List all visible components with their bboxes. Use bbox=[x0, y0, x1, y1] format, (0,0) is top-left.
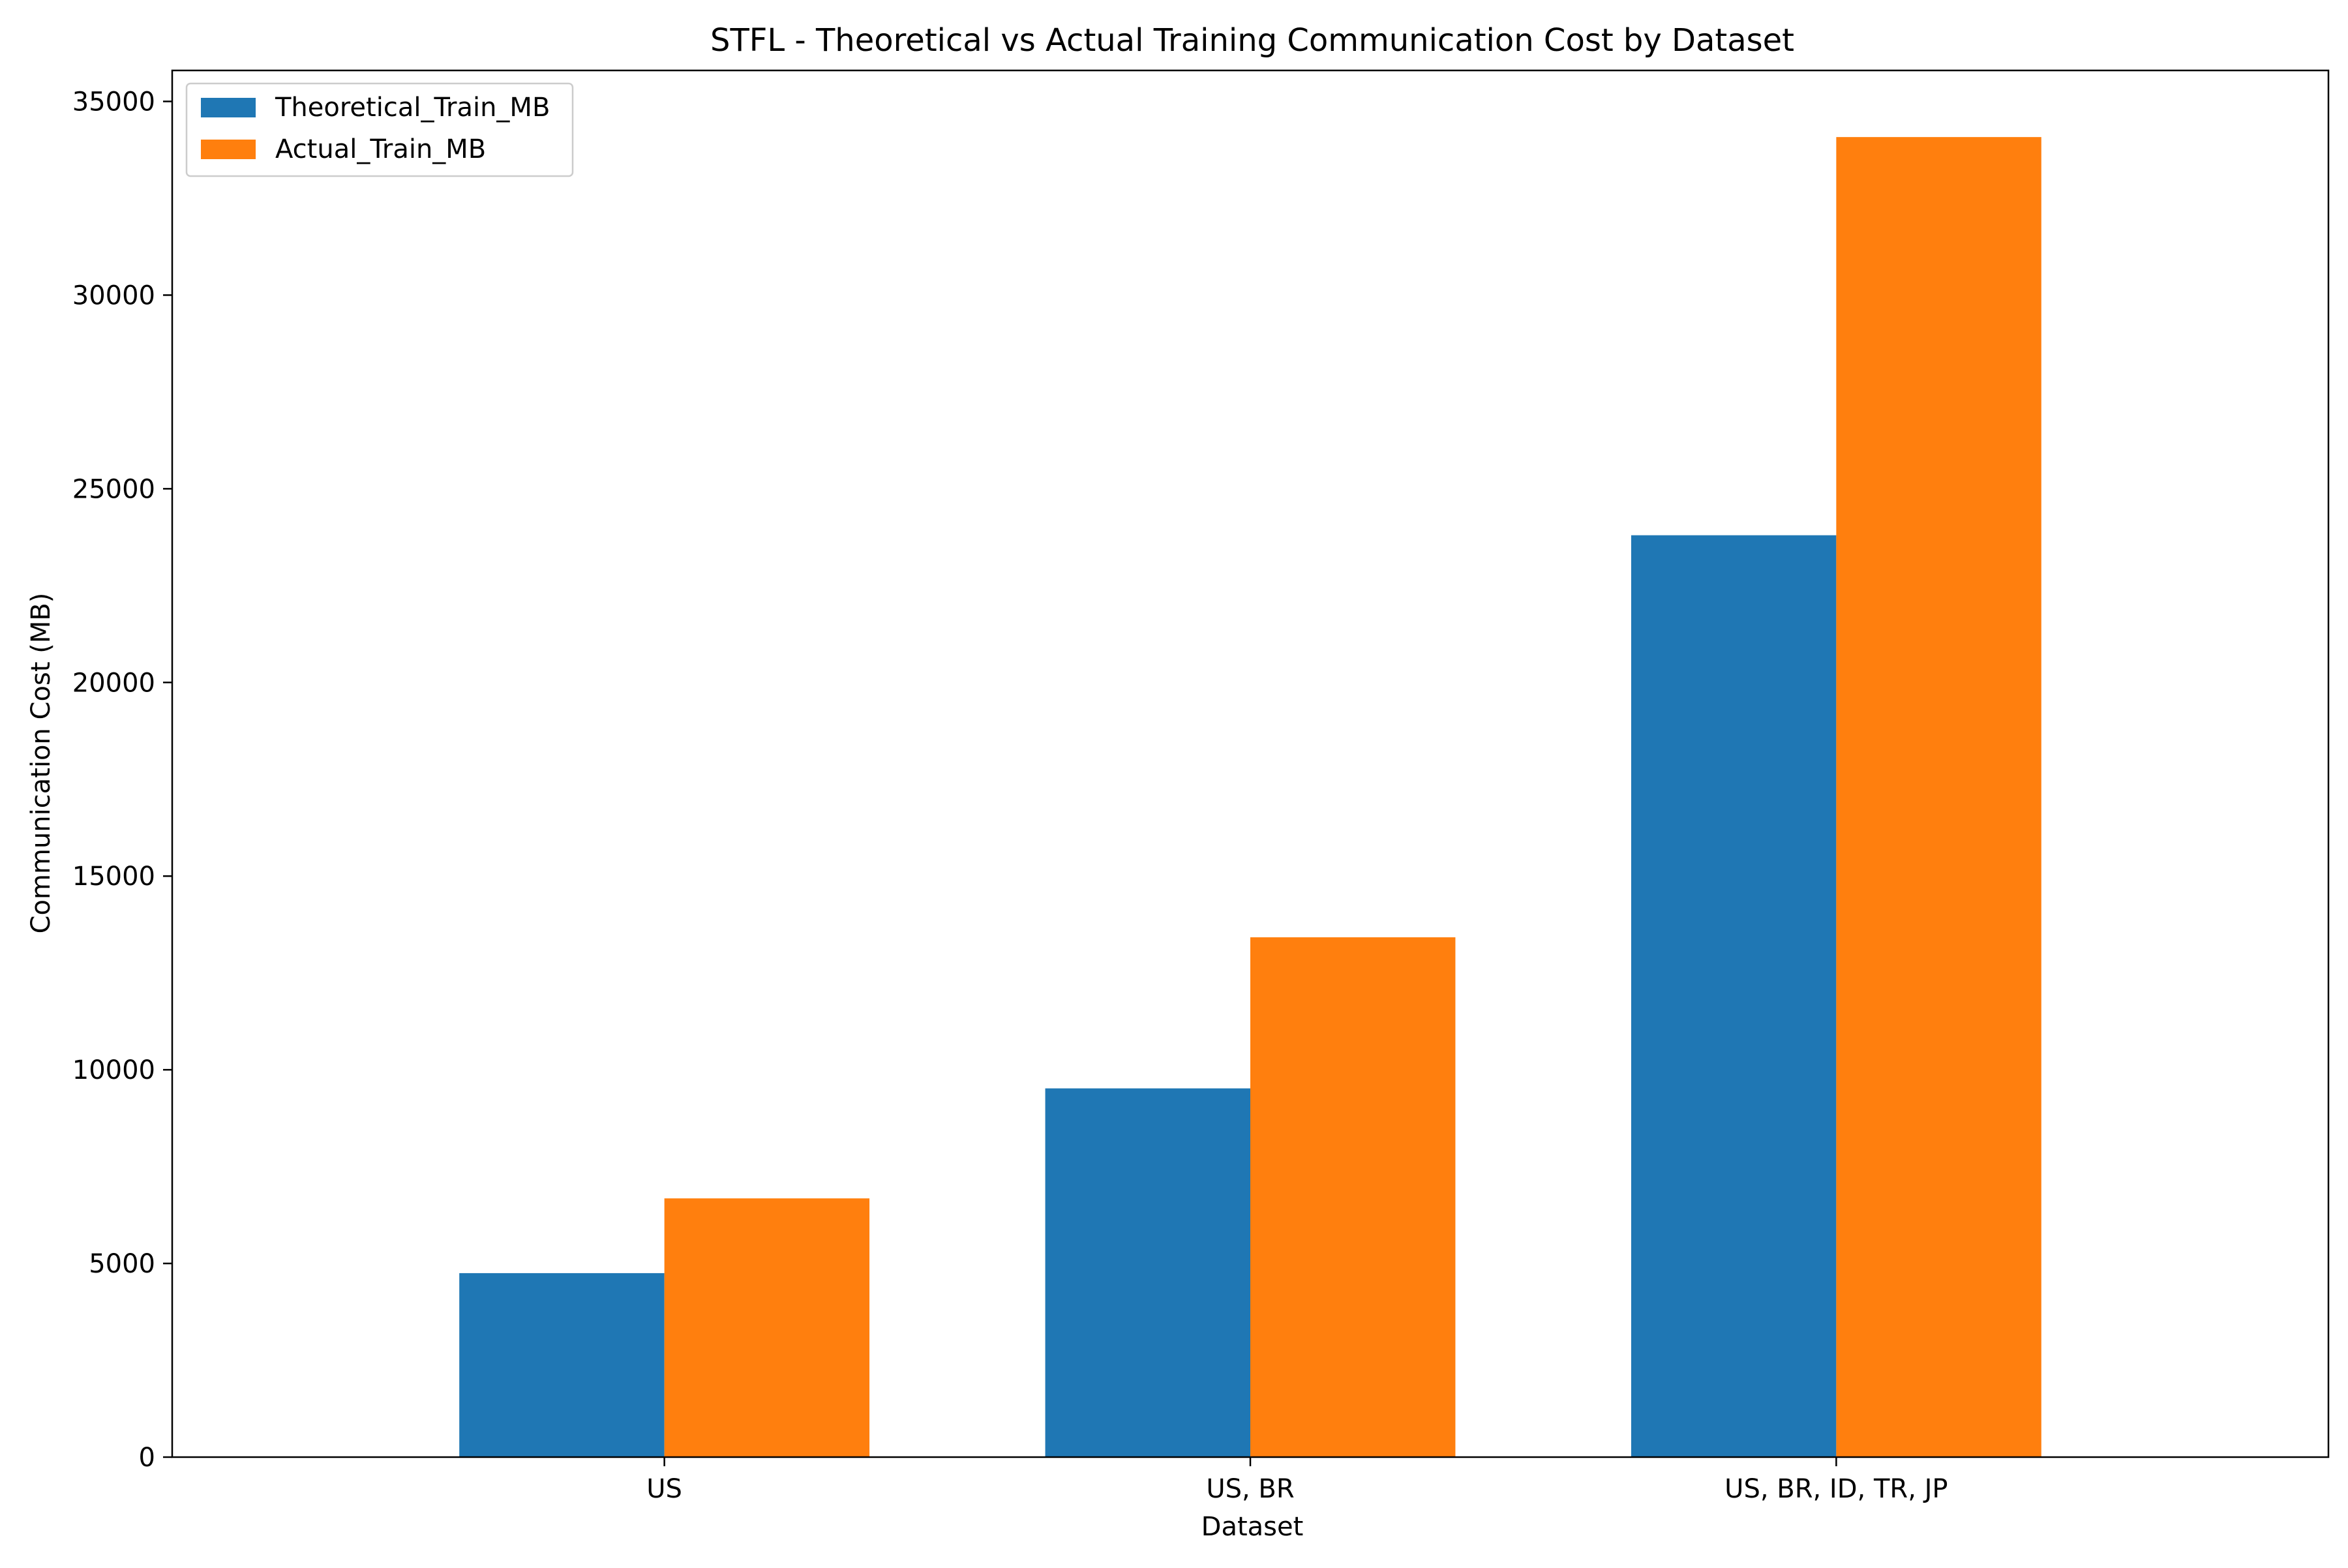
legend: Theoretical_Train_MB Actual_Train_MB bbox=[185, 82, 574, 177]
x-tick-label: US bbox=[646, 1474, 682, 1504]
bar-actual-2 bbox=[1836, 137, 2041, 1457]
y-tick-label: 15000 bbox=[72, 862, 155, 892]
y-tick-label: 10000 bbox=[72, 1055, 155, 1085]
y-tick-label: 5000 bbox=[89, 1249, 155, 1279]
legend-label-0: Theoretical_Train_MB bbox=[275, 93, 550, 123]
bar-theoretical-2 bbox=[1631, 535, 1837, 1457]
x-tick-label: US, BR, ID, TR, JP bbox=[1724, 1474, 1948, 1504]
y-axis-label: Communication Cost (MB) bbox=[26, 593, 56, 934]
legend-box bbox=[185, 82, 574, 177]
plot-area: 0 5000 10000 15000 20000 25000 30000 35000 US US,… bbox=[72, 69, 2330, 1504]
y-tick-label: 30000 bbox=[72, 280, 155, 310]
y-tick-label: 35000 bbox=[72, 87, 155, 117]
x-axis-label: Dataset bbox=[1201, 1512, 1304, 1542]
x-tick-label: US, BR bbox=[1206, 1474, 1294, 1504]
bar-theoretical-1 bbox=[1045, 1088, 1250, 1457]
legend-swatch-0 bbox=[201, 98, 256, 117]
bar-actual-0 bbox=[664, 1198, 870, 1457]
bar-theoretical-0 bbox=[459, 1273, 665, 1457]
y-tick-label: 20000 bbox=[72, 668, 155, 698]
legend-label-1: Actual_Train_MB bbox=[275, 134, 486, 164]
chart-title: STFL - Theoretical vs Actual Training Co… bbox=[710, 22, 1794, 59]
y-tick-label: 0 bbox=[139, 1443, 155, 1473]
y-tick-label: 25000 bbox=[72, 474, 155, 504]
legend-swatch-1 bbox=[201, 140, 256, 159]
bar-actual-1 bbox=[1250, 937, 1456, 1457]
